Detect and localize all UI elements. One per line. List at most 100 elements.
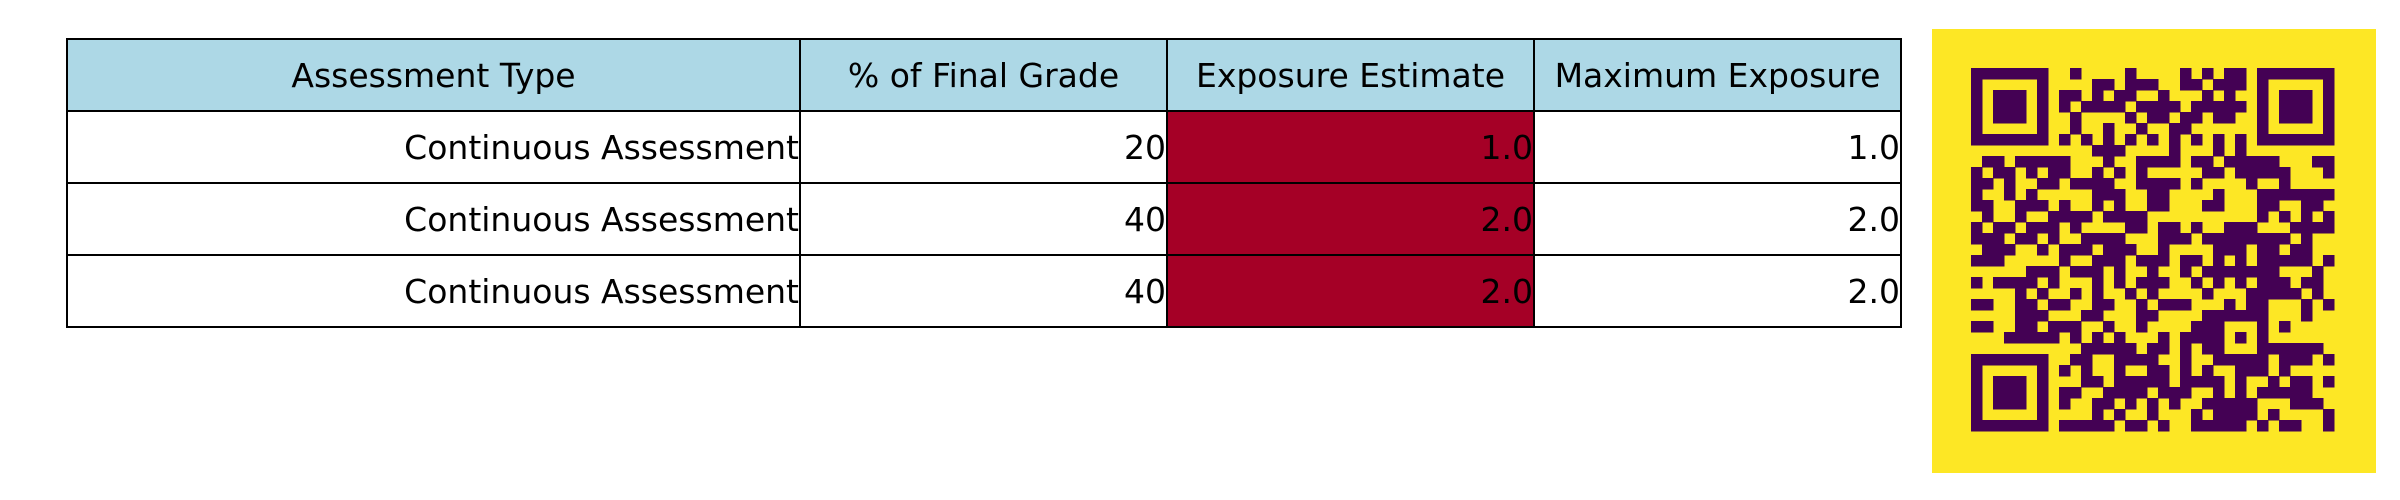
qr-module: [2125, 420, 2137, 432]
qr-module: [2158, 255, 2170, 267]
qr-module: [2092, 79, 2104, 91]
qr-module: [2301, 189, 2313, 201]
qr-module: [2147, 288, 2159, 300]
qr-module: [2279, 189, 2291, 201]
qr-module: [2279, 134, 2291, 146]
qr-module: [1971, 101, 1983, 113]
qr-module: [2323, 101, 2335, 113]
qr-module: [1993, 420, 2005, 432]
qr-module: [2092, 189, 2104, 201]
qr-module: [2268, 288, 2280, 300]
qr-module: [2158, 101, 2170, 113]
qr-module: [2026, 420, 2038, 432]
qr-module: [2323, 420, 2335, 432]
qr-module: [2070, 354, 2082, 366]
qr-module: [2147, 398, 2159, 410]
qr-module: [2257, 343, 2269, 355]
qr-module: [2301, 244, 2313, 256]
qr-module: [1993, 68, 2005, 80]
qr-module: [2048, 299, 2060, 311]
qr-module: [1971, 123, 1983, 135]
qr-module: [2015, 420, 2027, 432]
qr-module: [2037, 266, 2049, 278]
qr-module: [2037, 68, 2049, 80]
qr-module: [2081, 420, 2093, 432]
qr-module: [1971, 387, 1983, 399]
qr-module: [2191, 332, 2203, 344]
qr-module: [2169, 387, 2181, 399]
qr-module: [2301, 387, 2313, 399]
qr-module: [1993, 233, 2005, 245]
qr-module: [2312, 189, 2324, 201]
qr-module: [1971, 79, 1983, 91]
table-row: Continuous Assessment 40 2.0 2.0: [66, 254, 1902, 328]
qr-module: [2147, 310, 2159, 322]
qr-module: [2015, 376, 2027, 388]
qr-module: [2235, 376, 2247, 388]
qr-module: [2224, 233, 2236, 245]
qr-module: [2081, 244, 2093, 256]
qr-module: [2323, 79, 2335, 91]
qr-module: [2015, 277, 2027, 289]
qr-module: [2103, 299, 2115, 311]
qr-module: [2213, 376, 2225, 388]
qr-module: [2048, 233, 2060, 245]
header-maximum-exposure: Maximum Exposure: [1533, 38, 1902, 112]
qr-module: [2191, 277, 2203, 289]
qr-module: [2037, 365, 2049, 377]
qr-module: [2092, 343, 2104, 355]
qr-module: [2015, 299, 2027, 311]
qr-module: [2136, 321, 2148, 333]
qr-module: [2301, 200, 2313, 212]
qr-module: [2026, 167, 2038, 179]
qr-module: [2246, 398, 2258, 410]
qr-module: [2312, 200, 2324, 212]
qr-module: [1971, 68, 1983, 80]
qr-module: [2323, 354, 2335, 366]
qr-module: [2037, 288, 2049, 300]
qr-module: [2026, 222, 2038, 234]
qr-module: [2158, 343, 2170, 355]
qr-module: [2026, 189, 2038, 201]
qr-module: [2114, 244, 2126, 256]
qr-module: [2136, 222, 2148, 234]
qr-module: [2257, 310, 2269, 322]
qr-modules: [1971, 68, 2335, 432]
qr-module: [2048, 277, 2060, 289]
qr-module: [2290, 189, 2302, 201]
qr-module: [2279, 255, 2291, 267]
qr-module: [2290, 112, 2302, 124]
qr-module: [1971, 398, 1983, 410]
qr-module: [2279, 343, 2291, 355]
qr-module: [2158, 277, 2170, 289]
qr-module: [2257, 79, 2269, 91]
qr-module: [2081, 365, 2093, 377]
qr-module: [2213, 354, 2225, 366]
qr-module: [2323, 255, 2335, 267]
qr-module: [2004, 277, 2016, 289]
qr-module: [1971, 189, 1983, 201]
qr-module: [2026, 134, 2038, 146]
qr-module: [2257, 233, 2269, 245]
qr-module: [2213, 277, 2225, 289]
qr-module: [2114, 277, 2126, 289]
qr-module: [2257, 299, 2269, 311]
qr-module: [2191, 321, 2203, 333]
qr-module: [2202, 343, 2214, 355]
qr-module: [2136, 299, 2148, 311]
qr-module: [2015, 233, 2027, 245]
qr-module: [2290, 420, 2302, 432]
qr-module: [2180, 387, 2192, 399]
qr-module: [2125, 343, 2137, 355]
qr-module: [2312, 343, 2324, 355]
qr-module: [2312, 398, 2324, 410]
qr-module: [2202, 398, 2214, 410]
qr-module: [2169, 398, 2181, 410]
qr-module: [2290, 255, 2302, 267]
qr-module: [2323, 299, 2335, 311]
qr-module: [1993, 222, 2005, 234]
qr-module: [2202, 321, 2214, 333]
qr-module: [2059, 167, 2071, 179]
qr-module: [1982, 354, 1994, 366]
qr-module: [2103, 343, 2115, 355]
